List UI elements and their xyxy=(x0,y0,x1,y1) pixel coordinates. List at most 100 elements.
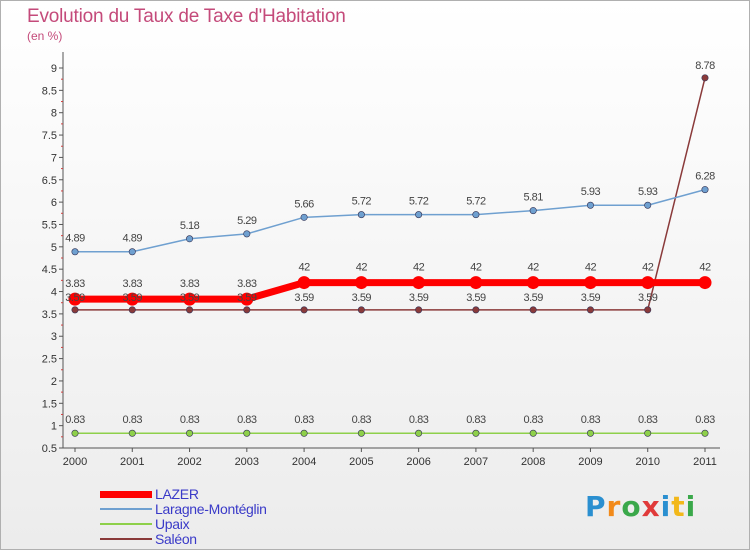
data-label: 3.59 xyxy=(180,292,200,304)
data-label: 42 xyxy=(699,262,711,274)
data-label: 0.83 xyxy=(638,414,658,426)
data-point xyxy=(701,74,709,82)
y-tick-label: 5.5 xyxy=(42,219,57,231)
data-label: 3.59 xyxy=(581,292,601,304)
data-point xyxy=(529,429,537,437)
data-point xyxy=(357,429,365,437)
data-point xyxy=(300,306,308,314)
legend-label: Laragne-Montéglin xyxy=(155,501,267,517)
data-point xyxy=(583,276,597,290)
data-label: 0.83 xyxy=(65,414,85,426)
data-label: 3.83 xyxy=(237,278,257,290)
data-point xyxy=(357,211,365,219)
x-tick-label: 2011 xyxy=(693,456,717,468)
y-tick-label: 5 xyxy=(51,242,57,254)
data-label: 42 xyxy=(470,262,482,274)
data-point xyxy=(71,248,79,256)
y-tick-label: 7.5 xyxy=(42,130,57,142)
data-point xyxy=(412,276,426,290)
data-label: 5.29 xyxy=(237,215,257,227)
data-label: 42 xyxy=(356,262,368,274)
data-label: 3.59 xyxy=(65,292,85,304)
legend-item: Upaix xyxy=(100,516,340,532)
data-label: 3.83 xyxy=(123,278,143,290)
data-label: 42 xyxy=(413,262,425,274)
y-tick-label: 8.5 xyxy=(42,85,57,97)
x-tick-label: 2004 xyxy=(292,456,316,468)
data-label: 42 xyxy=(642,262,654,274)
data-label: 3.59 xyxy=(638,292,658,304)
data-label: 3.59 xyxy=(409,292,429,304)
data-point xyxy=(472,429,480,437)
y-tick-label: 8 xyxy=(51,108,57,120)
x-tick-label: 2002 xyxy=(177,456,201,468)
y-tick-label: 1 xyxy=(51,421,57,433)
legend-swatch xyxy=(100,490,152,498)
data-label: 3.83 xyxy=(65,278,85,290)
data-label: 0.83 xyxy=(123,414,143,426)
data-point xyxy=(71,429,79,437)
y-tick-label: 4.5 xyxy=(42,264,57,276)
data-point xyxy=(415,429,423,437)
data-point xyxy=(71,306,79,314)
data-point xyxy=(472,306,480,314)
logo-letter: i xyxy=(685,490,697,523)
data-label: 5.18 xyxy=(180,220,200,232)
y-tick-label: 3 xyxy=(51,331,57,343)
data-point xyxy=(68,292,82,306)
series-line-laragne-mont-glin xyxy=(75,188,706,253)
data-point xyxy=(186,306,194,314)
data-label: 5.72 xyxy=(409,196,429,208)
data-label: 4.89 xyxy=(65,233,85,245)
logo-letter: P xyxy=(585,490,607,523)
legend-item: LAZER xyxy=(100,486,340,502)
x-tick-label: 2003 xyxy=(235,456,259,468)
proxiti-logo: Proxiti xyxy=(585,490,696,523)
data-point xyxy=(243,306,251,314)
legend-swatch xyxy=(100,508,152,510)
x-tick-label: 2001 xyxy=(120,456,144,468)
data-label: 0.83 xyxy=(352,414,372,426)
data-point xyxy=(698,276,712,290)
y-tick-label: 7 xyxy=(51,152,57,164)
data-point xyxy=(354,276,368,290)
data-point xyxy=(472,211,480,219)
legend-label: LAZER xyxy=(155,486,199,502)
y-tick-label: 1.5 xyxy=(42,398,57,410)
x-tick-label: 2000 xyxy=(63,456,87,468)
data-label: 3.59 xyxy=(294,292,314,304)
data-point xyxy=(186,235,194,243)
data-label: 6.28 xyxy=(695,171,715,183)
data-point xyxy=(415,211,423,219)
data-point xyxy=(240,292,254,306)
data-label: 0.83 xyxy=(294,414,314,426)
data-point xyxy=(644,201,652,209)
data-point xyxy=(586,306,594,314)
data-point xyxy=(183,292,197,306)
data-point xyxy=(644,306,652,314)
x-tick-label: 2005 xyxy=(349,456,373,468)
data-point xyxy=(186,429,194,437)
data-point xyxy=(701,429,709,437)
data-label: 0.83 xyxy=(180,414,200,426)
data-label: 42 xyxy=(585,262,597,274)
data-point xyxy=(641,276,655,290)
legend-label: Saléon xyxy=(155,531,197,547)
x-tick-label: 2010 xyxy=(635,456,659,468)
y-tick-label: 4 xyxy=(51,287,57,299)
y-tick-label: 9 xyxy=(51,63,57,75)
data-point xyxy=(529,306,537,314)
y-tick-label: 0.5 xyxy=(42,443,57,455)
data-label: 42 xyxy=(528,262,540,274)
data-point xyxy=(300,429,308,437)
y-tick-label: 6.5 xyxy=(42,175,57,187)
logo-letter: t xyxy=(671,490,686,523)
data-label: 5.72 xyxy=(352,196,372,208)
data-label: 0.83 xyxy=(237,414,257,426)
x-tick-label: 2009 xyxy=(578,456,602,468)
y-tick-label: 6 xyxy=(51,197,57,209)
data-label: 4.89 xyxy=(123,233,143,245)
series-line-sal-on xyxy=(75,77,706,311)
